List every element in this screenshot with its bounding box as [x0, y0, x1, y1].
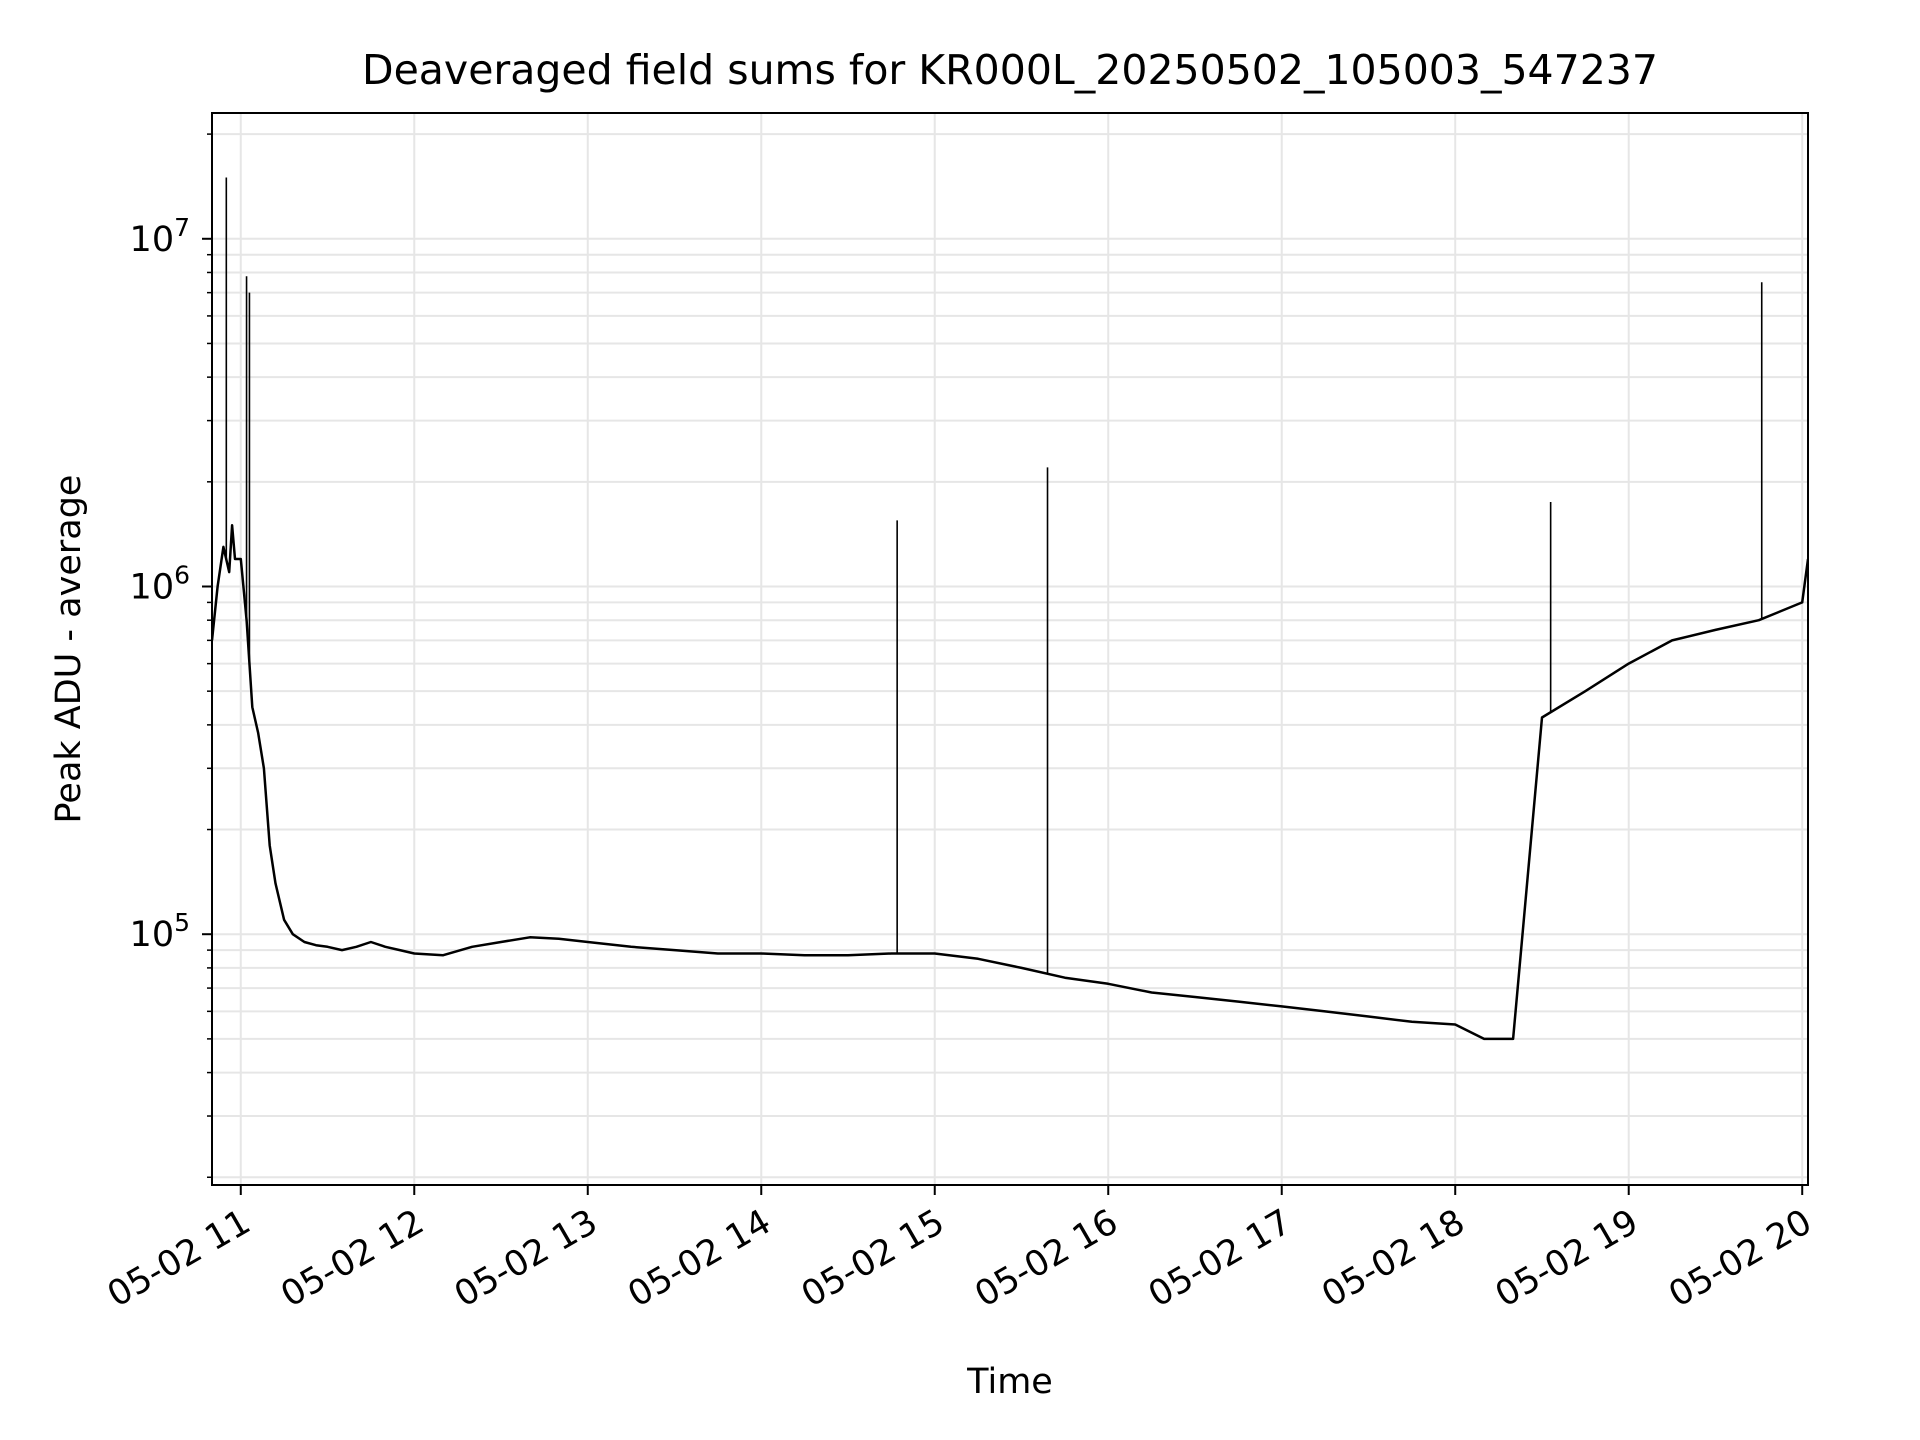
x-axis: 05-02 11 05-02 12 05-02 13 05-02 14 05-02 15… — [101, 1185, 1819, 1315]
y-tick-label: 105 — [130, 908, 190, 955]
x-tick-label: 05-02 15 — [795, 1202, 951, 1315]
plot-area — [212, 177, 1808, 1041]
x-axis-label: Time — [966, 1362, 1053, 1402]
y-tick-label: 107 — [130, 213, 190, 260]
y-axis: 105 106 107 — [130, 133, 212, 1179]
axes-frame — [211, 112, 1809, 1186]
grid — [212, 113, 1808, 1185]
x-tick-label: 05-02 11 — [101, 1202, 257, 1315]
x-tick-label: 05-02 12 — [274, 1202, 430, 1315]
y-axis-label: Peak ADU - average — [49, 475, 89, 824]
x-tick-label: 05-02 18 — [1315, 1202, 1471, 1315]
series-line — [212, 524, 1808, 1041]
x-tick-label: 05-02 20 — [1662, 1202, 1818, 1315]
x-tick-label: 05-02 14 — [621, 1202, 777, 1315]
x-tick-label: 05-02 16 — [968, 1202, 1124, 1315]
x-tick-label: 05-02 19 — [1489, 1202, 1645, 1315]
x-tick-label: 05-02 13 — [448, 1202, 604, 1315]
x-tick-label: 05-02 17 — [1142, 1202, 1298, 1315]
chart-title: Deaveraged field sums for KR000L_2025050… — [362, 46, 1658, 94]
y-tick-label: 106 — [130, 560, 190, 607]
